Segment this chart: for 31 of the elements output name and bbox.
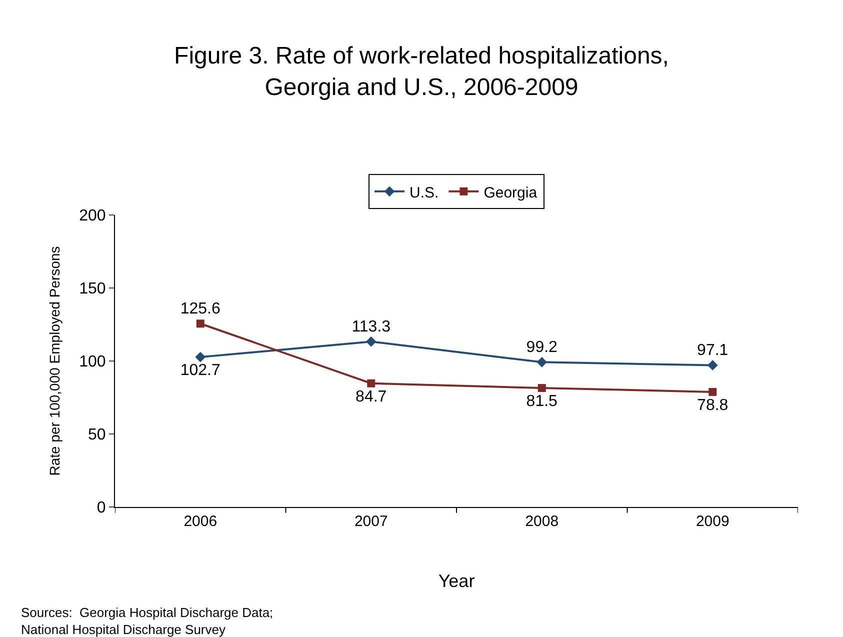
y-tick-label: 50 (88, 426, 106, 444)
point (536, 356, 548, 368)
point (195, 352, 206, 362)
chart-title: Figure 3. Rate of work-related hospitalizations, Georgia and U.S., 2006-2009 (174, 42, 669, 101)
x-axis-title: Year (438, 571, 475, 592)
point (538, 384, 546, 392)
y-axis-title: Rate per 100,000 Employed Persons (46, 246, 63, 476)
point (196, 320, 204, 328)
data-label: 78.8 (697, 396, 728, 414)
data-label: 84.7 (356, 388, 387, 406)
x-tick-label: 2009 (696, 513, 730, 530)
data-label: 99.2 (526, 339, 558, 356)
x-tick-label: 2006 (184, 513, 218, 530)
y-tick-label: 0 (96, 500, 106, 517)
x-tick-label: 2007 (354, 513, 388, 530)
point (708, 388, 717, 396)
data-label: 102.7 (180, 362, 220, 380)
legend-label: Georgia (484, 184, 538, 202)
data-label: 113.3 (352, 318, 391, 336)
data-label: 125.6 (180, 300, 220, 318)
y-tick-label: 100 (79, 354, 106, 371)
legend-label: U.S. (410, 184, 439, 202)
point (707, 360, 718, 370)
point (367, 379, 376, 388)
data-label: 97.1 (697, 342, 728, 360)
x-tick-label: 2008 (525, 513, 559, 530)
point (366, 336, 376, 347)
data-label: 81.5 (526, 393, 558, 410)
y-tick-label: 200 (79, 208, 106, 225)
y-tick-label: 150 (79, 280, 106, 298)
source-note: Sources: Georgia Hospital Discharge Data; National Hospital Discharge Survey (21, 605, 274, 637)
